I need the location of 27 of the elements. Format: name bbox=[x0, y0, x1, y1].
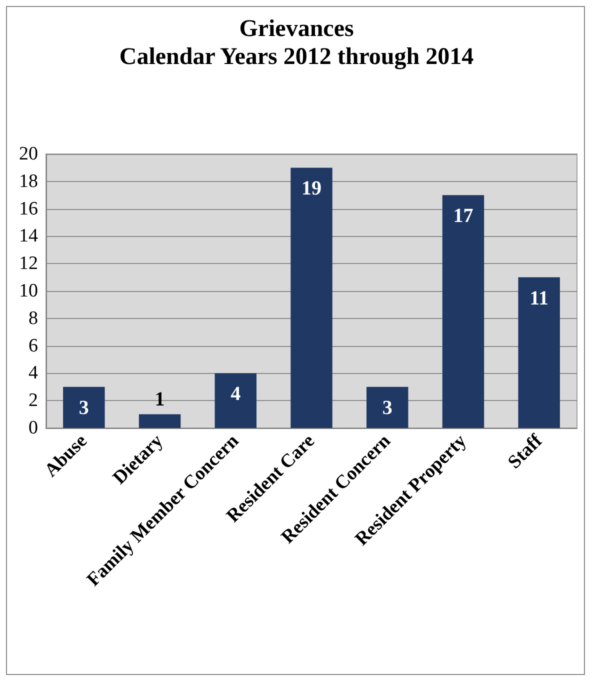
data-label: 19 bbox=[302, 178, 322, 200]
data-label: 11 bbox=[530, 287, 549, 310]
data-label: 1 bbox=[154, 388, 165, 410]
y-tick-label: 8 bbox=[28, 308, 38, 329]
bar bbox=[214, 373, 257, 428]
bar bbox=[366, 386, 408, 428]
y-tick-label: 10 bbox=[19, 280, 38, 302]
data-label: 4 bbox=[230, 383, 241, 406]
bar bbox=[518, 277, 560, 428]
y-tick-label: 4 bbox=[28, 362, 38, 384]
bar bbox=[442, 195, 484, 428]
y-tick-label: 20 bbox=[19, 144, 38, 164]
y-tick-label: 18 bbox=[19, 170, 38, 192]
y-tick-label: 0 bbox=[28, 418, 38, 438]
y-tick-label: 12 bbox=[19, 253, 38, 274]
data-label: 3 bbox=[382, 396, 392, 419]
chart-subtitle: Calendar Years 2012 through 2014 bbox=[119, 44, 474, 70]
y-tick-label: 16 bbox=[19, 198, 38, 220]
y-tick-label: 2 bbox=[28, 390, 38, 412]
y-tick-label: 14 bbox=[19, 226, 38, 247]
data-label: 17 bbox=[453, 205, 474, 228]
data-label: 3 bbox=[78, 396, 89, 419]
bar bbox=[290, 168, 332, 428]
y-tick-label: 6 bbox=[28, 335, 38, 356]
bar bbox=[138, 414, 181, 428]
bar bbox=[63, 386, 105, 428]
chart-title: Grievances bbox=[239, 16, 354, 42]
